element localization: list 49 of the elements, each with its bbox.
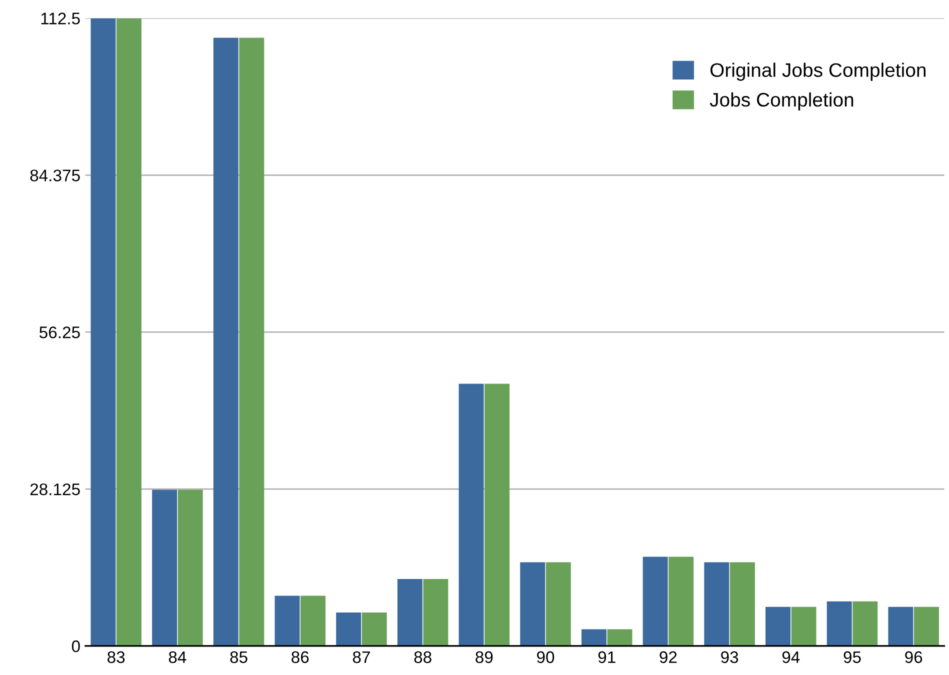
x-tick-label: 85 (230, 651, 248, 664)
bar (178, 490, 203, 646)
bar (730, 562, 755, 646)
x-tick-label: 89 (476, 651, 493, 664)
x-tick-label: 94 (782, 651, 800, 664)
bar (458, 384, 484, 646)
x-tick-label: 83 (108, 651, 125, 664)
bar (213, 38, 238, 646)
bar (336, 612, 362, 646)
bar (607, 629, 632, 646)
bar (704, 562, 730, 646)
legend-label: Original Jobs Completion (710, 62, 926, 81)
bar (642, 556, 668, 646)
x-tick-label: 86 (292, 651, 309, 664)
bar (581, 629, 606, 646)
y-tick-label: 84.375 (30, 170, 80, 182)
x-tick-label: 92 (660, 651, 677, 664)
bar (484, 384, 510, 646)
bar (274, 596, 300, 646)
x-tick-label: 87 (352, 651, 370, 664)
y-tick-label: 0 (72, 640, 80, 652)
bar (546, 562, 571, 646)
bar (90, 18, 116, 646)
bar (520, 562, 546, 646)
bar (668, 556, 694, 646)
bar (914, 606, 939, 646)
y-tick-label: 112.5 (41, 12, 80, 24)
x-tick-label: 95 (844, 651, 861, 664)
y-tick-label: 56.25 (40, 326, 80, 338)
bar (826, 601, 852, 646)
bar (116, 18, 142, 646)
bar (423, 579, 448, 646)
bar (397, 579, 422, 646)
bar (791, 606, 816, 646)
bar (852, 601, 878, 646)
x-tick-label: 90 (537, 651, 554, 664)
bar (362, 612, 387, 646)
x-tick-label: 93 (721, 651, 738, 664)
bar (766, 606, 791, 646)
x-tick-label: 84 (168, 651, 186, 664)
x-tick-label: 88 (414, 651, 432, 664)
bar (888, 606, 914, 646)
x-tick-label: 91 (598, 651, 616, 664)
x-tick-label: 96 (905, 651, 922, 664)
bar (239, 38, 264, 646)
bar (152, 490, 178, 646)
y-tick-label: 28.125 (30, 483, 80, 496)
bar (300, 596, 326, 646)
legend-label: Jobs Completion (710, 92, 854, 111)
